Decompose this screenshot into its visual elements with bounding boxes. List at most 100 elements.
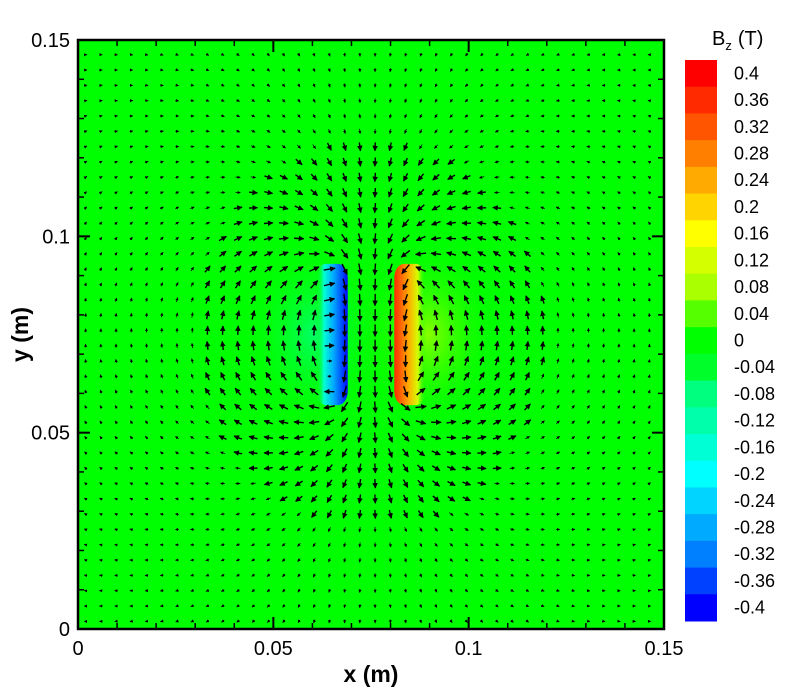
vector-arrow — [129, 358, 134, 363]
vector-arrow — [129, 297, 133, 302]
vector-arrow — [311, 309, 317, 321]
vector-arrow — [419, 558, 423, 563]
vector-arrow — [204, 265, 211, 273]
vector-arrow — [388, 68, 393, 73]
vector-arrow — [525, 604, 530, 608]
vector-arrow — [160, 52, 164, 56]
vector-arrow — [325, 433, 334, 442]
vector-arrow — [296, 144, 301, 149]
vector-arrow — [327, 52, 331, 57]
vector-arrow — [495, 588, 499, 593]
vector-arrow — [446, 220, 456, 226]
vector-arrow — [476, 236, 487, 242]
vector-arrow — [478, 340, 485, 351]
vector-arrow — [509, 295, 516, 305]
vector-arrow — [190, 404, 195, 410]
vector-arrow — [219, 280, 226, 289]
colorbar-label: -0.12 — [734, 411, 775, 431]
vector-arrow — [84, 436, 88, 440]
vector-arrow — [205, 604, 210, 608]
vector-arrow — [402, 293, 409, 306]
vector-arrow — [221, 619, 225, 623]
vector-arrow — [462, 280, 471, 289]
vector-arrow — [463, 325, 470, 336]
vector-arrow — [403, 573, 407, 578]
vector-arrow — [462, 403, 472, 410]
vector-arrow — [297, 98, 301, 103]
colorbar-band — [685, 380, 717, 408]
vector-arrow — [160, 267, 164, 272]
vector-arrow — [129, 513, 134, 517]
vector-arrow — [250, 356, 257, 366]
vector-arrow — [387, 278, 393, 291]
vector-arrow — [495, 52, 499, 57]
vector-arrow — [478, 280, 486, 289]
vector-arrow — [281, 144, 286, 149]
vector-arrow — [175, 297, 179, 303]
vector-arrow — [343, 542, 347, 548]
vector-arrow — [144, 482, 149, 486]
vector-arrow — [417, 371, 425, 382]
vector-arrow — [357, 432, 363, 444]
vector-arrow — [220, 340, 226, 351]
vector-arrow — [494, 340, 500, 351]
vector-arrow — [144, 297, 148, 302]
vector-arrow — [447, 495, 456, 502]
vector-arrow — [417, 494, 424, 503]
vector-arrow — [508, 403, 516, 411]
vector-arrow — [235, 527, 241, 531]
vector-arrow — [220, 527, 225, 531]
vector-arrow — [493, 403, 501, 411]
colorbar-band — [685, 113, 717, 141]
vector-arrow — [524, 340, 531, 351]
vector-arrow — [372, 401, 378, 414]
vector-arrow — [431, 450, 441, 456]
vector-arrow — [295, 294, 302, 305]
vector-arrow — [129, 236, 133, 241]
vector-arrow — [144, 176, 149, 180]
vector-arrow — [357, 293, 363, 307]
colorbar-band — [685, 220, 717, 248]
vector-arrow — [324, 419, 335, 426]
vector-arrow — [449, 619, 453, 624]
vector-arrow — [220, 144, 226, 149]
vector-arrow — [144, 221, 149, 226]
vector-arrow — [175, 604, 179, 608]
vector-arrow — [494, 144, 500, 148]
vector-arrow — [99, 145, 103, 149]
vector-arrow — [99, 405, 103, 409]
vector-arrow — [250, 340, 257, 351]
vector-arrow — [218, 235, 227, 242]
colorbar-band — [685, 193, 717, 221]
vector-arrow — [280, 294, 287, 305]
vector-arrow — [387, 385, 394, 398]
vector-arrow — [266, 129, 271, 133]
vector-arrow — [387, 463, 393, 474]
vector-arrow — [326, 188, 333, 197]
vector-arrow — [99, 497, 103, 501]
vector-arrow — [98, 176, 103, 180]
vector-arrow — [129, 528, 134, 532]
colorbar-title: Bz (T) — [712, 28, 763, 53]
vector-arrow — [326, 157, 333, 167]
vector-arrow — [295, 174, 303, 181]
vector-arrow — [310, 371, 318, 382]
vector-arrow — [417, 173, 425, 182]
vector-arrow — [297, 542, 301, 547]
vector-arrow — [175, 175, 180, 180]
vector-arrow — [83, 221, 87, 226]
y-axis-title: y (m) — [7, 307, 33, 362]
vector-arrow — [248, 435, 258, 441]
vector-arrow — [494, 295, 500, 305]
vector-arrow — [431, 220, 441, 226]
vector-arrow — [129, 176, 134, 180]
vector-arrow — [190, 573, 194, 577]
vector-arrow — [281, 83, 286, 88]
vector-arrow — [340, 401, 349, 413]
colorbar-band — [685, 86, 717, 114]
vector-arrow — [264, 205, 274, 211]
vector-arrow — [98, 252, 103, 256]
vector-arrow — [416, 387, 426, 396]
colorbar-title-main: B — [712, 28, 725, 50]
vector-arrow — [236, 52, 240, 57]
